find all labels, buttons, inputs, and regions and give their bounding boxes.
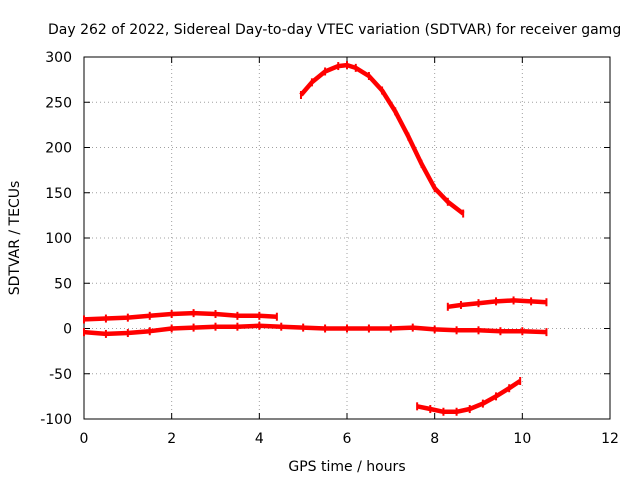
x-tick-label: 12 <box>601 431 619 447</box>
x-tick-label: 10 <box>513 431 531 447</box>
y-tick-label: 200 <box>45 141 72 157</box>
x-tick-label: 4 <box>255 431 264 447</box>
y-tick-label: 300 <box>45 50 72 66</box>
y-tick-label: -50 <box>49 367 72 383</box>
series-sat-arc-rising <box>446 296 548 311</box>
chart-title: Day 262 of 2022, Sidereal Day-to-day VTE… <box>48 22 621 38</box>
y-tick-label: 100 <box>45 231 72 247</box>
series-line <box>83 310 278 322</box>
axis-ticks: 0 2 4 6 8 10 12 -100 -50 0 50 100 150 200 250 300 <box>40 50 619 447</box>
x-tick-label: 0 <box>80 431 89 447</box>
series-sat-arc-upper-flat <box>83 309 278 324</box>
x-tick-label: 8 <box>430 431 439 447</box>
series-sat-arc-trough <box>416 376 522 416</box>
series-sat-arc-peak <box>299 61 465 218</box>
x-tick-label: 2 <box>167 431 176 447</box>
y-tick-label: 0 <box>63 322 72 338</box>
x-axis-label: GPS time / hours <box>288 459 405 475</box>
data-series <box>83 61 548 416</box>
y-axis-label: SDTVAR / TECUs <box>7 181 23 296</box>
series-line <box>83 323 547 337</box>
series-line <box>416 379 522 415</box>
series-line <box>299 62 465 216</box>
x-tick-label: 6 <box>343 431 352 447</box>
y-tick-label: 150 <box>45 186 72 202</box>
y-tick-label: 250 <box>45 95 72 111</box>
y-tick-label: -100 <box>40 412 72 428</box>
y-tick-label: 50 <box>54 276 72 292</box>
series-sat-arc-near-zero <box>83 321 548 338</box>
grid <box>84 57 610 419</box>
